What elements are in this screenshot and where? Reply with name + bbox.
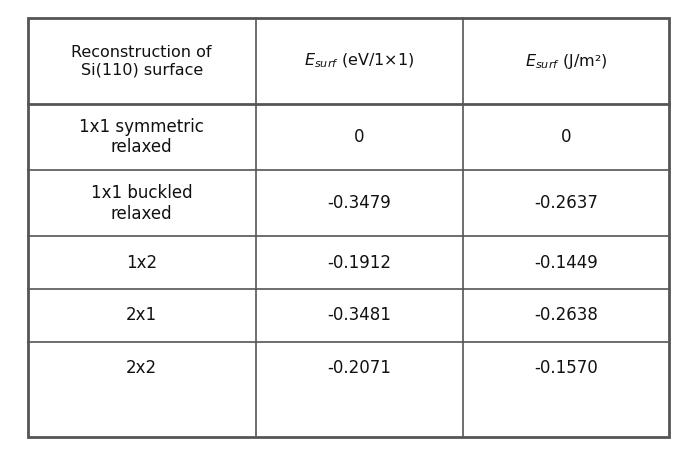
Text: -0.2637: -0.2637: [534, 194, 598, 212]
Text: -0.1912: -0.1912: [327, 253, 391, 272]
Text: 2x2: 2x2: [126, 359, 158, 377]
Text: 1x1 buckled
relaxed: 1x1 buckled relaxed: [91, 184, 192, 222]
Text: -0.3481: -0.3481: [327, 306, 391, 324]
Text: 1x1 symmetric
relaxed: 1x1 symmetric relaxed: [79, 118, 204, 157]
Text: 2x1: 2x1: [126, 306, 158, 324]
Text: -0.1449: -0.1449: [534, 253, 598, 272]
Text: Reconstruction of
Si(110) surface: Reconstruction of Si(110) surface: [72, 45, 212, 77]
Text: $\mathit{E}_{surf}$ (eV/1×1): $\mathit{E}_{surf}$ (eV/1×1): [304, 52, 414, 71]
Text: -0.3479: -0.3479: [327, 194, 391, 212]
Text: -0.2638: -0.2638: [534, 306, 598, 324]
Text: 0: 0: [560, 128, 571, 146]
Text: -0.2071: -0.2071: [327, 359, 391, 377]
Text: -0.1570: -0.1570: [534, 359, 598, 377]
Text: 0: 0: [354, 128, 365, 146]
Text: 1x2: 1x2: [126, 253, 158, 272]
Text: $\mathit{E}_{surf}$ (J/m²): $\mathit{E}_{surf}$ (J/m²): [525, 51, 607, 71]
